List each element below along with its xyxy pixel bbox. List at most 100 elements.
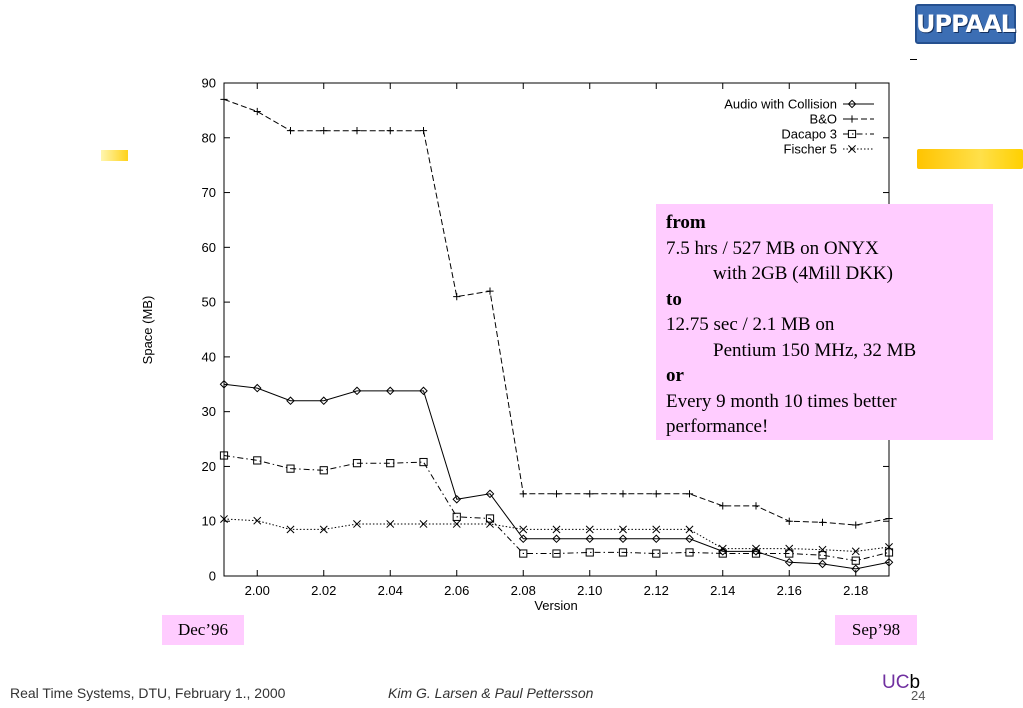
data-point-dacapo-3 <box>419 457 428 467</box>
data-point-audio-with-collision <box>518 534 528 544</box>
note-or-label: or <box>666 365 684 386</box>
data-point-b-o <box>419 127 428 135</box>
data-point-dacapo-3 <box>652 549 661 558</box>
data-point-fischer-5 <box>718 544 727 553</box>
x-tick-label: 2.06 <box>444 583 469 598</box>
note-from-line1: 7.5 hrs / 527 MB on ONYX <box>666 237 879 259</box>
data-point-audio-with-collision <box>784 557 794 567</box>
data-point-fischer-5 <box>818 545 827 554</box>
legend-marker-fischer-5 <box>848 145 856 153</box>
uppaal-logo: UPPAAL <box>915 4 1016 44</box>
data-point-fischer-5 <box>452 520 461 528</box>
data-point-dacapo-3 <box>519 549 528 558</box>
data-point-dacapo-3 <box>685 548 694 557</box>
data-point-b-o <box>519 490 527 498</box>
data-point-dacapo-3 <box>253 456 262 465</box>
data-point-b-o <box>353 127 361 135</box>
data-point-audio-with-collision <box>286 396 295 406</box>
data-point-audio-with-collision <box>252 383 262 393</box>
data-point-dacapo-3 <box>386 459 395 468</box>
data-point-b-o <box>818 518 827 526</box>
y-tick-label: 80 <box>202 130 216 145</box>
data-point-audio-with-collision <box>352 386 362 396</box>
data-point-audio-with-collision <box>319 396 329 406</box>
x-tick-label: 2.14 <box>710 583 735 598</box>
data-point-fischer-5 <box>353 520 361 528</box>
y-tick-label: 90 <box>202 76 216 91</box>
data-point-audio-with-collision <box>618 534 628 544</box>
data-point-b-o <box>386 127 394 135</box>
footer-course: Real Time Systems, DTU, February 1., 200… <box>10 685 286 701</box>
data-point-dacapo-3 <box>618 548 628 557</box>
data-point-audio-with-collision <box>685 534 694 544</box>
data-point-b-o <box>453 293 461 301</box>
data-point-audio-with-collision <box>419 386 428 396</box>
decorative-dash <box>910 59 917 60</box>
data-point-fischer-5 <box>619 525 627 534</box>
x-tick-label: 2.04 <box>378 583 403 598</box>
data-point-b-o <box>552 490 561 498</box>
data-point-b-o <box>253 107 261 116</box>
data-point-dacapo-3 <box>718 549 727 558</box>
x-tick-label: 2.00 <box>245 583 270 598</box>
x-axis-label: Version <box>534 598 577 613</box>
data-point-dacapo-3 <box>751 549 761 558</box>
data-point-dacapo-3 <box>884 548 894 557</box>
note-or-line2: performance! <box>666 416 769 437</box>
decorative-highlight-right <box>917 149 1023 169</box>
data-point-fischer-5 <box>220 515 228 523</box>
comparison-note: from 7.5 hrs / 527 MB on ONYX with 2GB (… <box>656 204 993 440</box>
data-point-b-o <box>586 490 594 498</box>
page-number: 24 <box>911 688 926 703</box>
y-tick-label: 0 <box>209 569 216 584</box>
data-point-b-o <box>752 502 760 510</box>
legend-label: B&O <box>810 112 837 127</box>
data-point-fischer-5 <box>419 520 428 528</box>
data-point-audio-with-collision <box>452 495 462 504</box>
footer-authors: Kim G. Larsen & Paul Pettersson <box>388 685 594 701</box>
data-point-audio-with-collision <box>385 386 395 396</box>
legend-marker-audio-with-collision <box>847 99 857 109</box>
data-point-audio-with-collision <box>485 489 495 499</box>
data-point-fischer-5 <box>851 547 860 556</box>
legend-marker-dacapo-3 <box>847 129 857 139</box>
x-tick-label: 2.16 <box>777 583 802 598</box>
data-point-fischer-5 <box>286 525 295 534</box>
data-point-fischer-5 <box>519 525 528 534</box>
data-point-b-o <box>220 95 228 104</box>
x-tick-label: 2.02 <box>311 583 336 598</box>
data-point-fischer-5 <box>652 525 661 534</box>
series-line-dacapo-3 <box>223 455 890 562</box>
note-from-line2: with 2GB (4Mill DKK) <box>713 263 893 284</box>
y-tick-label: 70 <box>202 185 216 200</box>
data-point-dacapo-3 <box>785 549 794 558</box>
series-line-fischer-5 <box>223 518 890 552</box>
y-tick-label: 10 <box>202 514 216 529</box>
y-tick-label: 40 <box>202 349 216 364</box>
data-point-dacapo-3 <box>485 514 495 523</box>
x-tick-label: 2.12 <box>644 583 669 598</box>
data-point-fischer-5 <box>585 525 594 534</box>
data-point-b-o <box>320 127 328 135</box>
y-tick-label: 50 <box>202 295 216 310</box>
data-point-b-o <box>885 514 893 523</box>
data-point-b-o <box>852 521 860 529</box>
x-tick-label: 2.08 <box>511 583 536 598</box>
x-tick-label: 2.10 <box>577 583 602 598</box>
legend-marker-b-o <box>848 115 856 123</box>
data-point-dacapo-3 <box>452 512 461 521</box>
data-point-audio-with-collision <box>884 557 894 567</box>
y-tick-label: 30 <box>202 404 216 419</box>
series-line-audio-with-collision <box>223 383 890 570</box>
note-or-line1: Every 9 month 10 times better <box>666 390 897 412</box>
data-point-dacapo-3 <box>818 551 827 560</box>
y-tick-label: 20 <box>202 459 216 474</box>
y-tick-label: 60 <box>202 240 216 255</box>
x-tick-label: 2.18 <box>843 583 868 598</box>
data-point-dacapo-3 <box>219 451 229 460</box>
data-point-dacapo-3 <box>286 464 295 473</box>
data-point-b-o <box>652 490 660 498</box>
y-axis-label: Space (MB) <box>140 296 155 365</box>
data-point-fischer-5 <box>486 520 494 528</box>
data-point-b-o <box>719 502 727 510</box>
